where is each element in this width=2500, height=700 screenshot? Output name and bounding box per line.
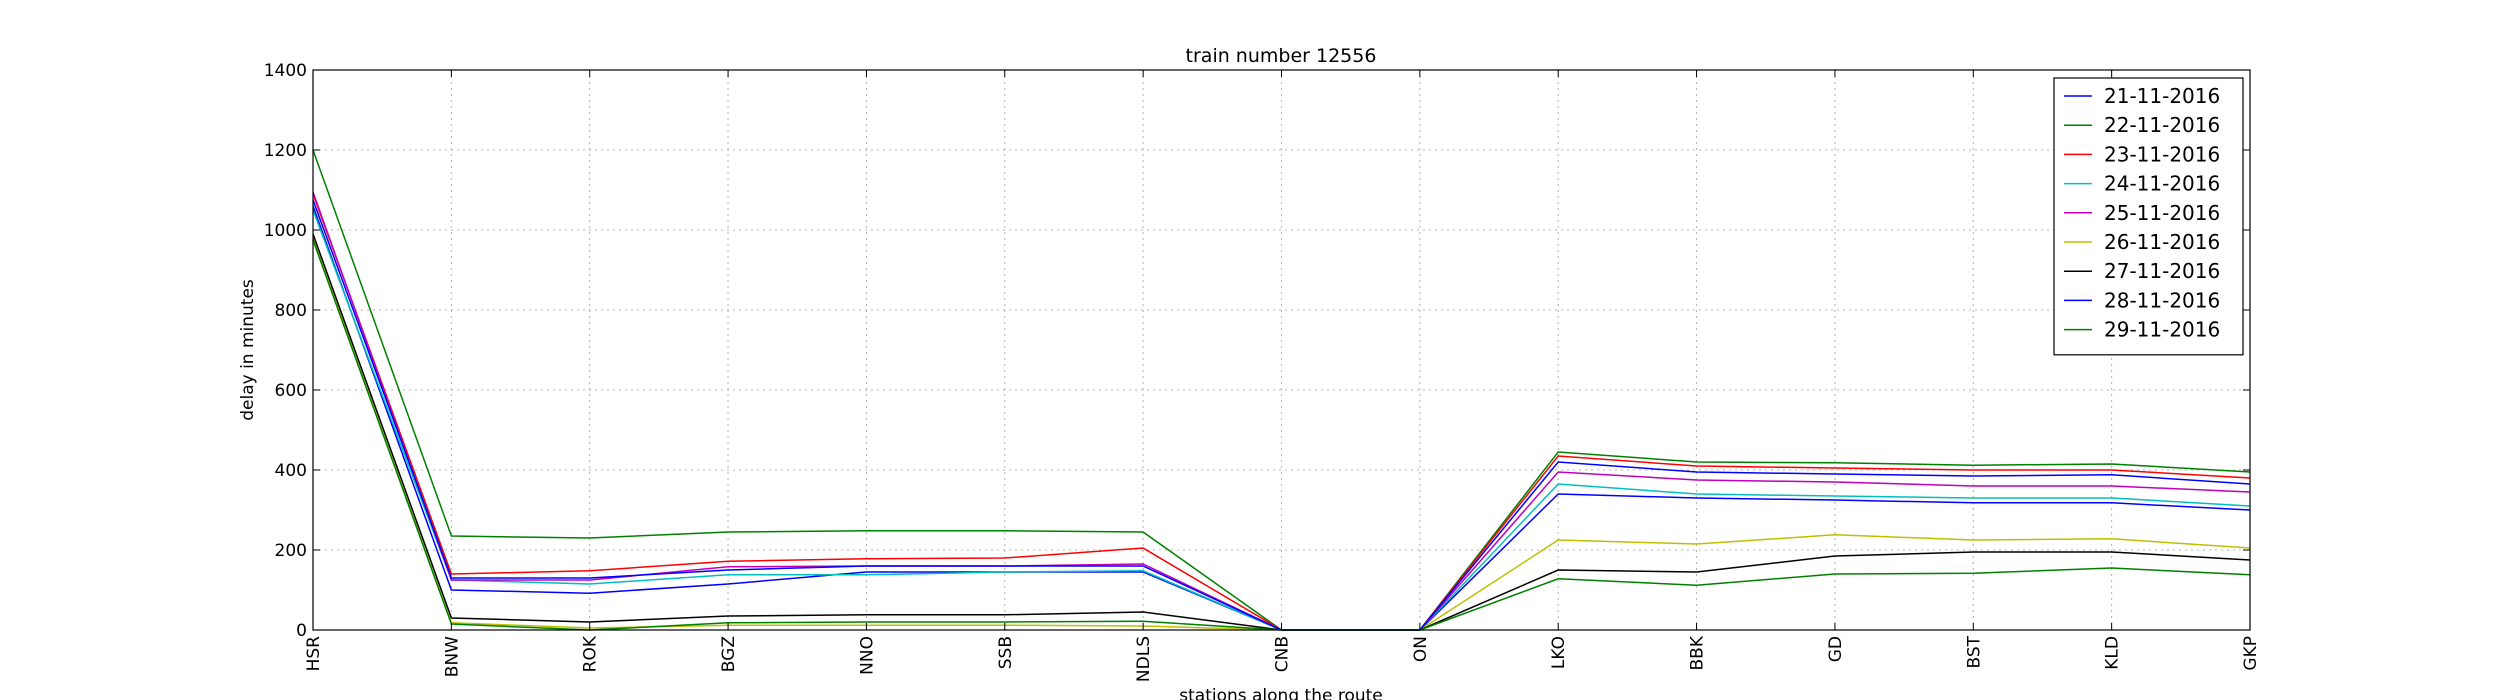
x-tick-label: LKO xyxy=(1549,636,1569,669)
x-tick-label: GKP xyxy=(2241,636,2261,671)
legend-label: 24-11-2016 xyxy=(2104,172,2220,196)
series-line-8 xyxy=(312,199,2251,631)
x-tick-label: BGZ xyxy=(719,636,739,672)
y-tick-label: 0 xyxy=(296,621,307,641)
legend-label: 21-11-2016 xyxy=(2104,84,2220,108)
y-tick-label: 1000 xyxy=(264,221,307,241)
x-tick-label: BNW xyxy=(442,636,462,677)
y-tick-label: 1200 xyxy=(264,141,307,161)
chart-title: train number 12556 xyxy=(1186,45,1377,67)
y-tick-label: 600 xyxy=(275,381,307,401)
x-tick-label: NNO xyxy=(857,636,877,675)
y-tick-label: 800 xyxy=(275,301,307,321)
legend-label: 22-11-2016 xyxy=(2104,113,2220,137)
x-tick-label: ROK xyxy=(581,635,601,672)
y-tick-label: 200 xyxy=(275,541,307,561)
legend-label: 29-11-2016 xyxy=(2104,318,2220,342)
legend-label: 25-11-2016 xyxy=(2104,201,2220,225)
y-tick-label: 1400 xyxy=(264,61,307,81)
x-tick-label: BBK xyxy=(1688,635,1708,670)
x-tick-label: KLD xyxy=(2103,636,2123,670)
x-tick-label: HSR xyxy=(304,636,324,672)
legend: 21-11-2016 22-11-2016 23-11-2016 24-11-2016… xyxy=(2053,77,2244,356)
x-tick-label: BST xyxy=(1964,635,1984,668)
x-tick-label: SSB xyxy=(996,636,1016,669)
x-tick-label: NDLS xyxy=(1134,636,1154,682)
x-axis-ticks: HSR BNW ROK BGZ NNO SSB NDLS CNB ON LKO BBK GD BST KL… xyxy=(304,70,2261,682)
x-tick-label: CNB xyxy=(1273,636,1293,672)
series-line-6 xyxy=(312,237,2251,631)
legend-label: 26-11-2016 xyxy=(2104,230,2220,254)
y-axis-label: delay in minutes xyxy=(238,279,258,421)
legend-label: 23-11-2016 xyxy=(2104,142,2220,166)
x-tick-label: ON xyxy=(1411,636,1431,662)
y-tick-label: 400 xyxy=(275,461,307,481)
x-axis-label: stations along the route xyxy=(1179,686,1383,700)
y-axis-ticks: 0 200 400 600 800 1000 1200 1400 xyxy=(264,61,2250,641)
legend-label: 28-11-2016 xyxy=(2104,288,2220,312)
grid xyxy=(313,70,2250,630)
legend-box xyxy=(2053,77,2244,356)
x-tick-label: GD xyxy=(1826,636,1846,662)
legend-label: 27-11-2016 xyxy=(2104,259,2220,283)
